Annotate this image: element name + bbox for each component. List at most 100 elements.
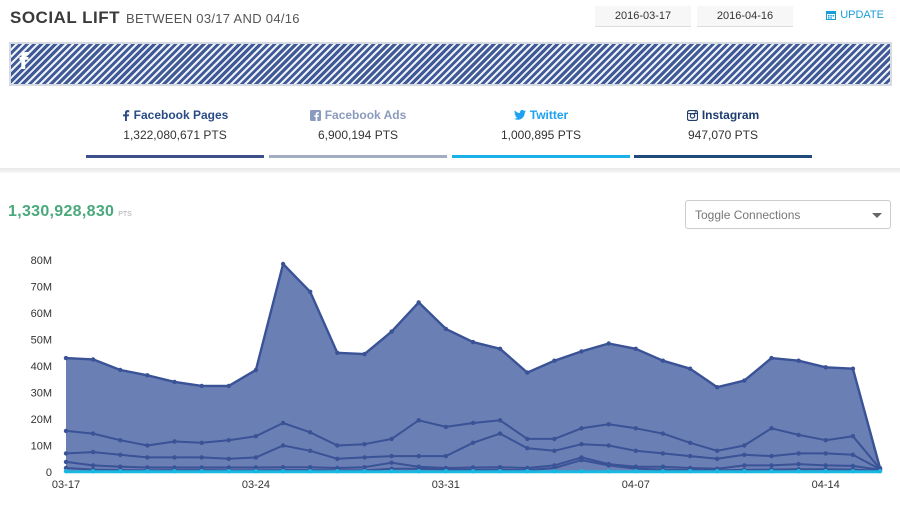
data-point[interactable]	[145, 373, 150, 378]
data-point[interactable]	[742, 443, 747, 448]
data-point[interactable]	[660, 431, 666, 436]
data-point[interactable]	[199, 455, 204, 460]
data-point[interactable]	[742, 463, 747, 468]
update-button[interactable]: UPDATE	[826, 9, 884, 21]
data-point[interactable]	[335, 350, 340, 355]
data-point[interactable]	[796, 432, 801, 438]
data-point[interactable]	[823, 463, 828, 468]
data-point[interactable]	[497, 431, 503, 436]
data-point[interactable]	[470, 339, 476, 345]
data-point[interactable]	[253, 434, 259, 439]
data-point[interactable]	[525, 446, 530, 451]
data-point[interactable]	[633, 448, 638, 453]
data-point[interactable]	[63, 355, 69, 361]
data-point[interactable]	[118, 452, 123, 457]
data-point[interactable]	[63, 428, 69, 434]
data-point[interactable]	[715, 456, 720, 461]
data-point[interactable]	[90, 431, 96, 436]
data-point[interactable]	[63, 459, 69, 465]
data-point[interactable]	[470, 420, 476, 426]
data-point[interactable]	[715, 385, 720, 390]
tab-instagram[interactable]: Instagram 947,070 PTS	[634, 108, 812, 158]
data-point[interactable]	[362, 465, 367, 470]
tab-twitter[interactable]: Twitter 1,000,895 PTS	[452, 108, 630, 158]
data-point[interactable]	[226, 456, 231, 461]
data-point[interactable]	[687, 453, 693, 459]
data-point[interactable]	[63, 451, 69, 456]
data-point[interactable]	[606, 422, 611, 427]
data-point[interactable]	[118, 438, 123, 443]
data-point[interactable]	[253, 367, 259, 373]
data-point[interactable]	[687, 366, 693, 371]
data-point[interactable]	[633, 426, 638, 431]
data-point[interactable]	[552, 465, 557, 471]
data-point[interactable]	[362, 351, 367, 357]
data-point[interactable]	[579, 442, 584, 447]
data-point[interactable]	[118, 367, 123, 373]
data-point[interactable]	[308, 430, 313, 435]
data-point[interactable]	[850, 463, 856, 469]
data-point[interactable]	[606, 443, 611, 448]
data-point[interactable]	[199, 440, 204, 445]
data-point[interactable]	[552, 448, 557, 453]
data-point[interactable]	[416, 453, 421, 459]
data-point[interactable]	[308, 289, 313, 294]
data-point[interactable]	[362, 455, 367, 460]
data-point[interactable]	[552, 358, 557, 363]
data-point[interactable]	[416, 300, 421, 305]
data-point[interactable]	[199, 383, 204, 389]
data-point[interactable]	[769, 463, 774, 468]
data-point[interactable]	[389, 436, 394, 442]
data-point[interactable]	[497, 346, 503, 351]
data-point[interactable]	[118, 464, 123, 469]
data-point[interactable]	[280, 443, 286, 448]
data-point[interactable]	[796, 451, 801, 456]
data-point[interactable]	[796, 461, 801, 467]
data-point[interactable]	[389, 460, 394, 465]
data-point[interactable]	[525, 370, 530, 375]
data-point[interactable]	[172, 379, 177, 385]
data-point[interactable]	[253, 455, 259, 460]
data-point[interactable]	[579, 349, 584, 354]
data-point[interactable]	[497, 418, 503, 423]
data-point[interactable]	[470, 440, 476, 445]
data-point[interactable]	[389, 453, 394, 459]
data-point[interactable]	[145, 443, 150, 448]
data-point[interactable]	[769, 426, 774, 431]
data-point[interactable]	[633, 346, 638, 351]
start-date-input[interactable]	[595, 6, 691, 27]
tab-facebook-pages[interactable]: Facebook Pages 1,322,080,671 PTS	[86, 108, 264, 158]
tab-facebook-ads[interactable]: Facebook Ads 6,900,194 PTS	[269, 108, 447, 158]
data-point[interactable]	[389, 329, 394, 334]
end-date-input[interactable]	[697, 6, 793, 27]
data-point[interactable]	[660, 451, 666, 456]
data-point[interactable]	[715, 448, 720, 453]
data-point[interactable]	[823, 451, 828, 456]
data-point[interactable]	[90, 449, 96, 455]
data-point[interactable]	[226, 438, 231, 443]
data-point[interactable]	[579, 457, 584, 463]
data-point[interactable]	[335, 456, 340, 461]
data-point[interactable]	[416, 418, 421, 423]
data-point[interactable]	[850, 452, 856, 457]
data-point[interactable]	[606, 341, 611, 346]
data-point[interactable]	[443, 424, 449, 430]
data-point[interactable]	[687, 440, 693, 445]
data-point[interactable]	[850, 434, 856, 439]
data-point[interactable]	[606, 463, 611, 468]
data-point[interactable]	[769, 355, 774, 361]
data-point[interactable]	[579, 426, 584, 431]
data-point[interactable]	[172, 455, 177, 460]
data-point[interactable]	[769, 453, 774, 459]
data-point[interactable]	[335, 443, 340, 448]
data-point[interactable]	[660, 358, 666, 363]
data-point[interactable]	[308, 448, 313, 453]
data-point[interactable]	[90, 357, 96, 362]
data-point[interactable]	[226, 383, 231, 389]
data-point[interactable]	[525, 436, 530, 442]
facebook-banner[interactable]: f	[9, 42, 892, 86]
data-point[interactable]	[552, 436, 557, 442]
toggle-connections-select[interactable]: Toggle Connections	[685, 200, 891, 229]
data-point[interactable]	[172, 439, 177, 444]
data-point[interactable]	[362, 442, 367, 447]
